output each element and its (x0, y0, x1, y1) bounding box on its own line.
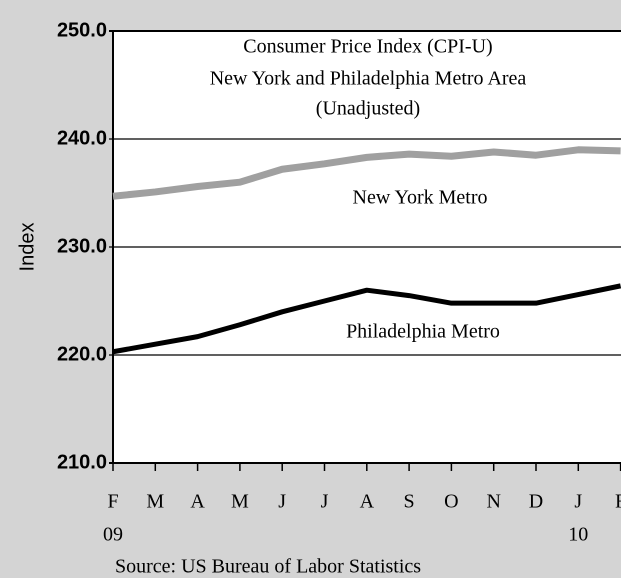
x-tick-label: F (107, 491, 118, 513)
y-tick-label: 240.0 (57, 127, 107, 149)
x-tick-label: O (444, 491, 458, 513)
source: Source: US Bureau of Labor Statistics (115, 556, 421, 578)
y-tick-label: 230.0 (57, 235, 107, 257)
x-tick-label: J (574, 491, 582, 513)
y-tick-label: 210.0 (57, 451, 107, 473)
x-tick-label: D (529, 491, 543, 513)
chart-title: (Unadjusted) (316, 98, 420, 120)
x-year-label: 09 (103, 524, 123, 546)
x-tick-label: J (278, 491, 286, 513)
x-tick-label: A (190, 491, 205, 513)
y-tick-label: 250.0 (57, 19, 107, 41)
x-tick-label: M (146, 491, 164, 513)
y-axis-label: Index (16, 223, 38, 272)
chart-title: Consumer Price Index (CPI-U) (243, 36, 492, 58)
x-tick-label: J (321, 491, 329, 513)
x-tick-label: A (360, 491, 375, 513)
x-tick-label: N (486, 491, 500, 513)
x-tick-label: M (231, 491, 249, 513)
x-tick-label: S (404, 491, 415, 513)
chart-title: New York and Philadelphia Metro Area (210, 68, 527, 90)
series-line (112, 283, 621, 355)
series-line (112, 146, 621, 200)
series-label: Philadelphia Metro (346, 321, 500, 343)
x-year-label: 10 (568, 524, 588, 546)
x-tick-label: F (615, 491, 621, 513)
series-label: New York Metro (353, 187, 488, 209)
y-tick-label: 220.0 (57, 343, 107, 365)
